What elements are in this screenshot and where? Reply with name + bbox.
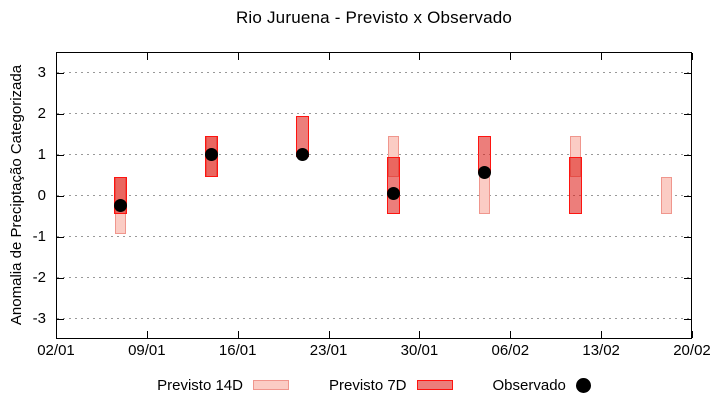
y-axis-tick-right — [684, 72, 691, 74]
observed-dot — [386, 186, 400, 200]
y-tick-label: 2 — [37, 104, 46, 122]
y-grid-line — [57, 195, 691, 196]
forecast-7d-bar — [386, 156, 400, 214]
x-axis-tick-top — [56, 53, 57, 60]
y-tick-label: 1 — [37, 145, 46, 163]
observed-dot — [477, 166, 491, 180]
y-tick-label: -1 — [32, 227, 46, 245]
legend-item-observado: Observado — [493, 377, 591, 394]
observed-dot — [205, 148, 219, 161]
y-grid-line — [57, 318, 691, 319]
y-tick-label: 3 — [37, 63, 46, 81]
x-axis-tick-top — [328, 53, 330, 60]
legend-swatch-previsto-7d — [416, 380, 453, 390]
x-tick-label: 13/02 — [582, 342, 620, 359]
x-axis-tick-top — [601, 53, 603, 60]
y-axis-tick-right — [684, 195, 691, 197]
x-axis-tick-top — [146, 53, 148, 60]
x-axis-tick-top — [692, 53, 693, 60]
forecast-14d-bar — [660, 177, 672, 214]
y-axis-tick — [57, 195, 64, 197]
y-axis-tick — [57, 318, 64, 320]
y-grid-line — [57, 277, 691, 278]
legend-label-previsto-14d: Previsto 14D — [157, 376, 243, 394]
y-tick-label: -2 — [32, 268, 46, 286]
legend-swatch-previsto-14d — [252, 380, 289, 390]
x-axis-tick — [56, 331, 57, 338]
x-axis-tick — [601, 331, 603, 338]
x-axis-tick-top — [419, 53, 421, 60]
x-tick-label: 23/01 — [309, 342, 348, 359]
legend-label-previsto-7d: Previsto 7D — [328, 376, 407, 394]
x-tick-label: 02/01 — [37, 342, 75, 359]
x-axis-tick-top — [510, 53, 512, 60]
chart-title: Rio Juruena - Previsto x Observado — [235, 8, 513, 27]
y-axis-tick-right — [684, 154, 691, 156]
x-tick-label: 16/01 — [218, 342, 257, 359]
y-axis-tick — [57, 72, 64, 74]
legend-label-observado: Observado — [492, 376, 566, 394]
x-axis-tick — [328, 331, 330, 338]
x-axis-tick — [510, 331, 512, 338]
y-grid-line — [57, 236, 691, 237]
observed-dot — [114, 199, 128, 213]
y-tick-label: -3 — [32, 309, 46, 327]
y-grid-line — [57, 113, 691, 114]
y-tick-label: 0 — [37, 186, 46, 204]
legend-item-previsto-14d: Previsto 14D — [157, 377, 289, 394]
forecast-14d-bar — [478, 172, 490, 214]
x-axis-tick — [419, 331, 421, 338]
y-axis-tick — [57, 277, 64, 279]
y-axis-tick-right — [684, 277, 691, 279]
x-axis-tick-top — [237, 53, 239, 60]
forecast-7d-bar — [568, 156, 582, 214]
legend-observed-dot-icon — [575, 377, 591, 393]
x-tick-label: 09/01 — [128, 342, 166, 359]
legend: Previsto 14D Previsto 7D Observado — [56, 374, 692, 396]
x-tick-label: 06/02 — [491, 342, 530, 359]
y-axis-tick-right — [684, 113, 691, 115]
y-axis-tick — [57, 154, 64, 156]
x-axis-tick — [146, 331, 148, 338]
observed-dot — [296, 148, 310, 161]
y-axis-tick — [57, 113, 64, 115]
y-grid-line — [57, 154, 691, 155]
y-axis-tick-right — [684, 236, 691, 238]
y-axis-tick-right — [684, 318, 691, 320]
y-grid-line — [57, 72, 691, 73]
x-tick-label: 20/02 — [673, 342, 711, 359]
y-axis-tick — [57, 236, 64, 238]
x-tick-label: 30/01 — [400, 342, 439, 359]
x-axis-tick — [692, 331, 693, 338]
x-axis-tick — [237, 331, 239, 338]
legend-item-previsto-7d: Previsto 7D — [329, 377, 453, 394]
